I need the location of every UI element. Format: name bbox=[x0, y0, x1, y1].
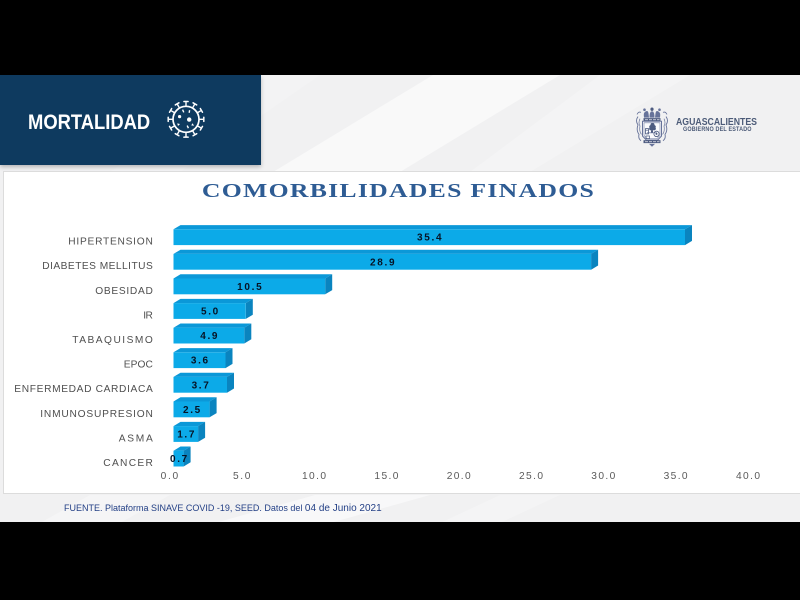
svg-text:5.0: 5.0 bbox=[233, 471, 251, 482]
svg-text:10.0: 10.0 bbox=[302, 471, 326, 482]
svg-text:HIPERTENSION: HIPERTENSION bbox=[68, 237, 153, 248]
svg-text:10.5: 10.5 bbox=[237, 282, 262, 293]
svg-text:15.0: 15.0 bbox=[374, 471, 398, 482]
svg-text:OBESIDAD: OBESIDAD bbox=[95, 286, 153, 297]
svg-text:2.5: 2.5 bbox=[183, 405, 201, 416]
svg-text:0.0: 0.0 bbox=[161, 471, 179, 482]
svg-text:1.7: 1.7 bbox=[177, 430, 195, 441]
svg-text:TABAQUISMO: TABAQUISMO bbox=[72, 335, 153, 346]
svg-text:IR: IR bbox=[143, 310, 153, 321]
svg-text:40.0: 40.0 bbox=[736, 471, 760, 482]
svg-text:3.7: 3.7 bbox=[192, 380, 210, 391]
svg-text:35.4: 35.4 bbox=[417, 233, 442, 244]
svg-text:ASMA: ASMA bbox=[119, 433, 153, 444]
svg-text:3.6: 3.6 bbox=[191, 356, 209, 367]
svg-text:4.9: 4.9 bbox=[200, 331, 218, 342]
svg-text:EPOC: EPOC bbox=[124, 360, 153, 371]
svg-text:ENFERMEDAD CARDIACA: ENFERMEDAD CARDIACA bbox=[14, 384, 153, 395]
svg-text:0.7: 0.7 bbox=[170, 454, 188, 465]
svg-text:30.0: 30.0 bbox=[591, 471, 615, 482]
svg-text:20.0: 20.0 bbox=[447, 471, 471, 482]
svg-text:5.0: 5.0 bbox=[201, 307, 219, 318]
svg-text:35.0: 35.0 bbox=[664, 471, 688, 482]
svg-text:25.0: 25.0 bbox=[519, 471, 543, 482]
svg-text:INMUNOSUPRESION: INMUNOSUPRESION bbox=[40, 409, 152, 420]
svg-text:28.9: 28.9 bbox=[370, 257, 395, 268]
svg-text:CANCER: CANCER bbox=[103, 458, 153, 469]
svg-text:DIABETES MELLITUS: DIABETES MELLITUS bbox=[42, 261, 153, 272]
